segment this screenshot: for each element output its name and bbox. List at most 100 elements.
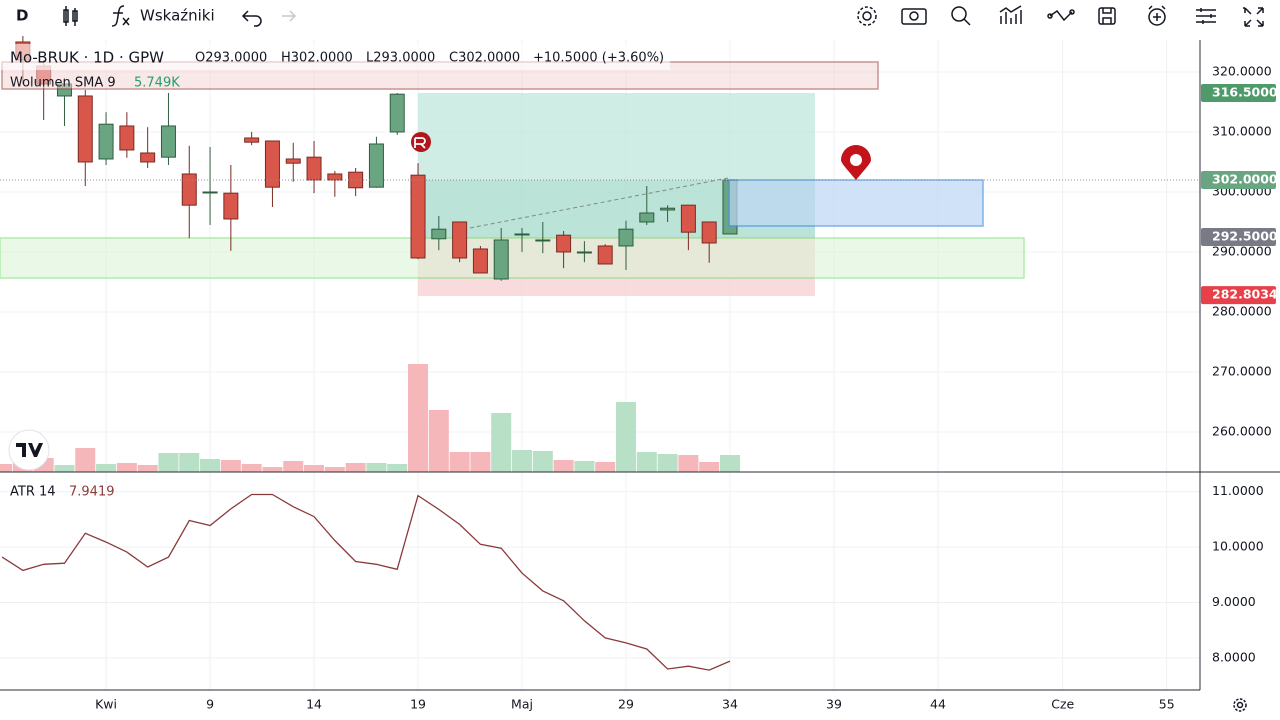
volume-bar: [657, 454, 678, 472]
ohlc-open: O293.0000: [195, 51, 267, 66]
chart-type-icon[interactable]: [63, 6, 78, 26]
candle-body: [389, 93, 405, 133]
compare-icon[interactable]: [1049, 9, 1073, 22]
logo-bg: [8, 429, 50, 471]
x-tick-label: 29: [618, 697, 634, 712]
y-tick-label: 8.0000: [1212, 649, 1256, 664]
search-icon[interactable]: [951, 6, 967, 22]
x-tick-label: 39: [826, 697, 842, 712]
volume-bar: [179, 453, 200, 472]
volume-bar: [408, 364, 429, 472]
volume-bar: [595, 462, 616, 472]
x-tick-label: Cze: [1051, 697, 1074, 712]
volume-bar: [428, 410, 449, 472]
fullscreen-button[interactable]: [1243, 7, 1264, 27]
candle-body: [493, 239, 509, 280]
location-pin-dot: [850, 154, 862, 166]
atr-value: 7.9419: [69, 485, 115, 500]
x-tick-label: 9: [206, 697, 214, 712]
volume-bar: [699, 462, 720, 472]
y-tick-label: 9.0000: [1212, 594, 1256, 609]
volume-bar: [345, 463, 366, 472]
candle-body: [327, 173, 343, 181]
volume-bar: [574, 461, 595, 472]
alert-detail: [1148, 5, 1166, 21]
candle-body: [306, 156, 322, 181]
settings-icon[interactable]: [862, 11, 872, 21]
volume-bar: [636, 452, 657, 472]
x-tick-label: 19: [410, 697, 426, 712]
indicators-button[interactable]: Wskaźniki: [140, 7, 215, 25]
volume-bar: [366, 463, 387, 472]
x-tick-label: 34: [722, 697, 738, 712]
replay-letter: [414, 137, 426, 149]
atr-pane: [1, 493, 731, 671]
save-detail: [1102, 8, 1112, 24]
volume-bar: [532, 451, 553, 472]
candle-body: [431, 228, 447, 240]
y-tick-label: 260.0000: [1212, 423, 1272, 438]
projection-box[interactable]: [728, 179, 984, 227]
candle-body: [119, 125, 135, 151]
legend-bg: [0, 44, 670, 70]
save-icon[interactable]: [1098, 7, 1116, 25]
volume-bar: [719, 455, 740, 472]
ohlc-close: C302.0000: [449, 51, 520, 66]
y-tick-label: 290.0000: [1212, 243, 1272, 258]
y-tick-label: 10.0000: [1212, 539, 1264, 554]
candle-body: [98, 123, 114, 160]
snapshot-icon[interactable]: [901, 8, 927, 25]
price-label: 316.5000: [1212, 84, 1278, 99]
candle-body: [160, 125, 176, 158]
snapshot-lens: [909, 11, 919, 21]
alert-icon[interactable]: [1148, 8, 1166, 26]
x-tick-label: 55: [1159, 697, 1175, 712]
atr-line: [1, 493, 731, 671]
y-tick-label: 320.0000: [1212, 63, 1272, 78]
candles: [15, 35, 738, 281]
trend-line[interactable]: [469, 177, 729, 229]
volume-bar: [262, 467, 283, 472]
candle-body: [701, 221, 717, 244]
axis-settings[interactable]: [1233, 698, 1247, 712]
candle-body: [556, 234, 572, 253]
volume-bar: [54, 465, 75, 472]
candle-body: [660, 207, 676, 211]
candle-body: [472, 248, 488, 274]
compare-dot1: [1047, 13, 1053, 19]
axis-settings-center: [1236, 701, 1244, 709]
undo-button[interactable]: [241, 10, 262, 27]
settings-sliders[interactable]: [1196, 8, 1216, 24]
x-tick-label: Kwi: [95, 697, 117, 712]
atr-legend[interactable]: ATR 14: [10, 485, 56, 500]
logo[interactable]: [16, 443, 43, 457]
price-label: 282.8034: [1212, 287, 1278, 302]
price-label: 292.5000: [1212, 228, 1278, 243]
replay-marker[interactable]: [411, 132, 431, 152]
redo-button[interactable]: [282, 10, 297, 22]
volume-bar: [200, 459, 221, 472]
volume-bar: [75, 448, 96, 472]
x-tick-label: 14: [306, 697, 322, 712]
x-tick-label: 44: [930, 697, 946, 712]
candle-body: [285, 158, 301, 164]
symbol-title[interactable]: Mo-BRUK · 1D · GPW: [10, 49, 164, 67]
indicators-icon[interactable]: [111, 5, 130, 27]
volume-bar: [470, 452, 491, 472]
candle-body: [368, 143, 384, 188]
indicators-chart-icon[interactable]: [999, 5, 1022, 24]
volume-bar: [449, 452, 470, 472]
volume-bar: [137, 465, 158, 472]
axes: Kwi 9 14 19 Maj 29 34 39 44 Cze 55 260.0000 270.0000…: [95, 63, 1278, 711]
target-zone[interactable]: [418, 93, 815, 180]
y-tick-label: 310.0000: [1212, 123, 1272, 138]
candle-body: [514, 233, 530, 236]
ohlc-high: H302.0000: [281, 51, 353, 66]
support-box[interactable]: [0, 237, 1025, 279]
volume-legend[interactable]: Wolumen SMA 9: [10, 76, 116, 91]
price-label-bg: [1201, 170, 1276, 189]
candle-body: [77, 95, 93, 163]
interval-button[interactable]: D: [16, 7, 28, 25]
volume-bar: [491, 413, 512, 472]
